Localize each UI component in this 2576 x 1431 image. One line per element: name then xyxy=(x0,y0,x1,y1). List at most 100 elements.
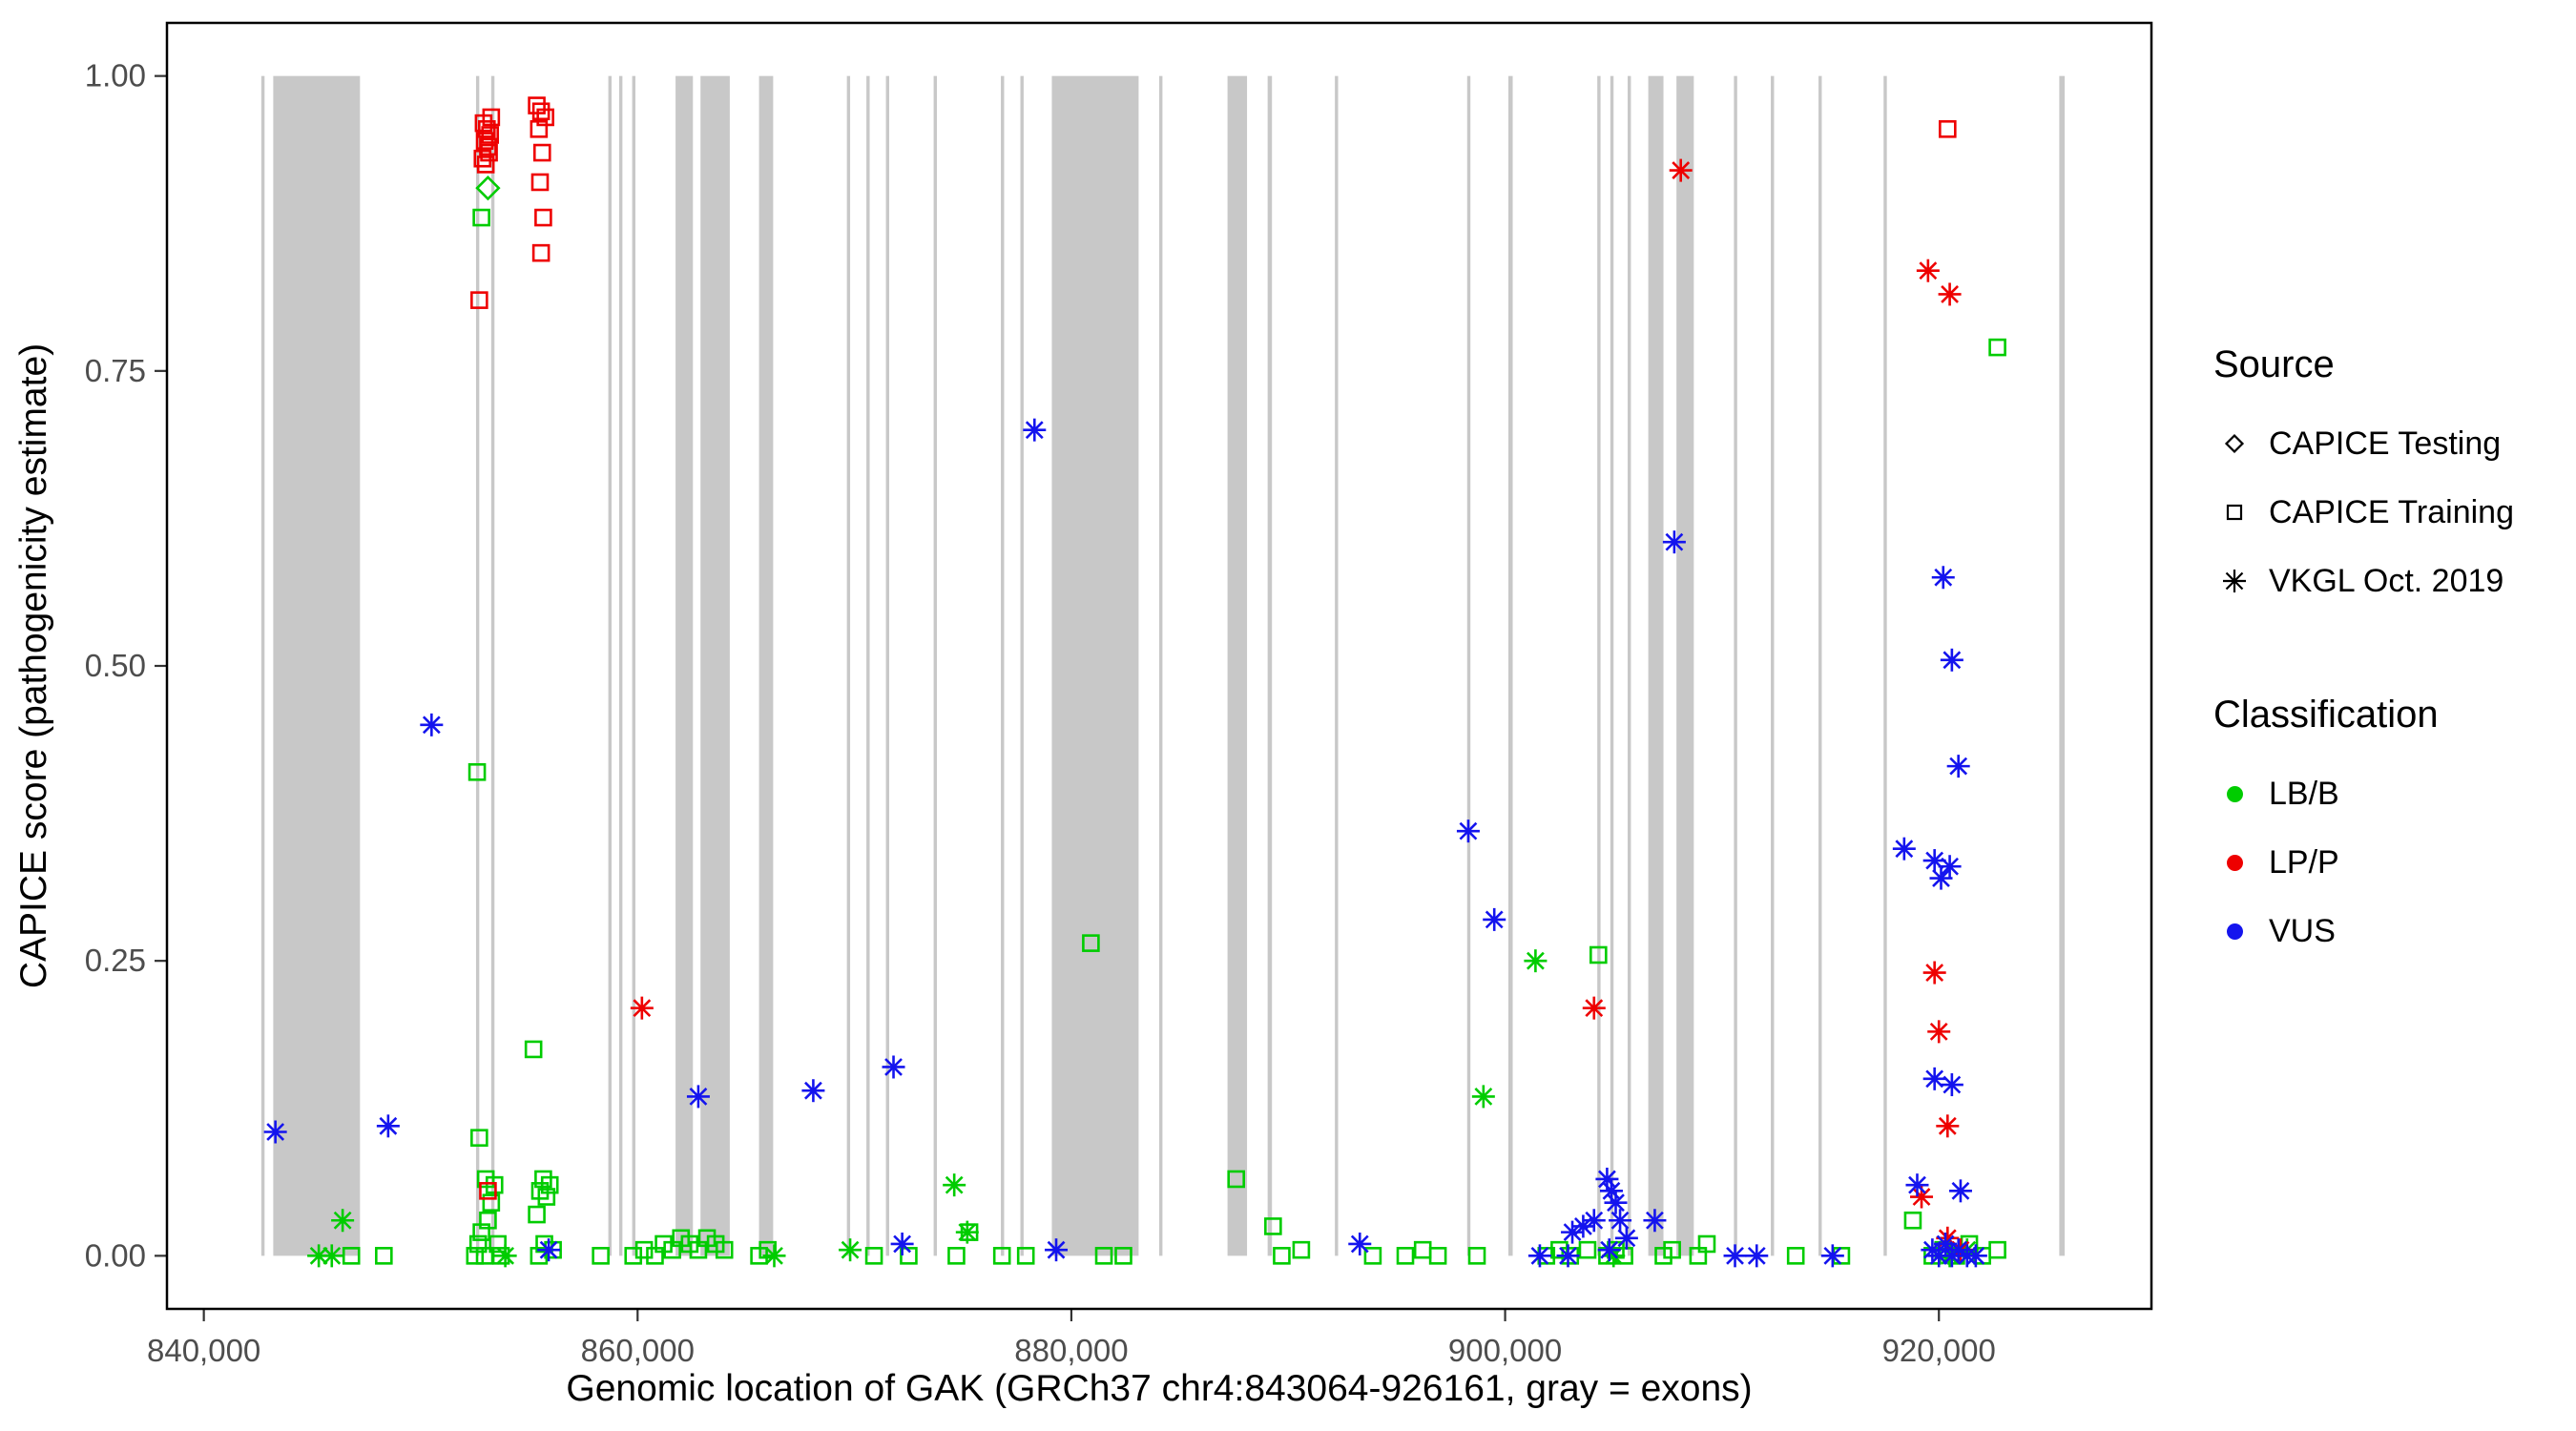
data-point xyxy=(531,102,551,121)
data-point xyxy=(1922,961,1946,985)
exon-band xyxy=(1771,75,1775,1256)
data-point xyxy=(1292,1240,1311,1259)
exon-band xyxy=(490,75,495,1256)
data-point xyxy=(864,1247,883,1265)
x-tick-label: 900,000 xyxy=(1448,1333,1562,1368)
exon-band xyxy=(675,75,694,1256)
exon-band xyxy=(1597,75,1601,1256)
legend-item-lbb: LB/B xyxy=(2213,759,2514,828)
data-point xyxy=(1948,1179,1972,1203)
data-point xyxy=(1571,1214,1595,1238)
data-point xyxy=(1662,530,1686,554)
data-point xyxy=(479,137,497,156)
data-point xyxy=(1363,1247,1382,1265)
data-point xyxy=(1916,259,1940,282)
data-point xyxy=(882,1055,905,1079)
exon-bands xyxy=(260,75,2066,1256)
data-point xyxy=(1082,934,1100,952)
y-tick-label: 1.00 xyxy=(85,58,146,93)
data-point xyxy=(715,1240,734,1259)
data-point xyxy=(1609,1209,1632,1233)
y-axis: 0.00 0.25 0.50 0.75 1.00 xyxy=(85,58,167,1273)
x-tick-label: 860,000 xyxy=(581,1333,695,1368)
data-point xyxy=(1413,1240,1432,1259)
data-point xyxy=(1820,1244,1844,1268)
data-point xyxy=(686,1085,710,1109)
data-point xyxy=(1927,1020,1951,1044)
data-point xyxy=(630,996,654,1020)
panel-border xyxy=(165,21,2153,1311)
axis-titles: Genomic location of GAK (GRCh37 chr4:843… xyxy=(13,343,1753,1409)
data-point xyxy=(479,1182,497,1200)
data-point xyxy=(900,1247,918,1265)
data-point xyxy=(481,126,500,144)
data-point xyxy=(475,175,501,201)
x-tick-label: 880,000 xyxy=(1014,1333,1128,1368)
data-point xyxy=(1114,1247,1132,1265)
legend-group-source: Source CAPICE Testing CAPICE Training xyxy=(2213,343,2514,615)
data-point xyxy=(528,1205,546,1224)
exon-band xyxy=(1051,75,1139,1256)
data-point xyxy=(992,1247,1011,1265)
data-point xyxy=(1016,1247,1035,1265)
exon-band xyxy=(273,75,361,1256)
exon-band xyxy=(1020,75,1024,1256)
y-tick-label: 0.75 xyxy=(85,353,146,388)
data-point xyxy=(470,1129,488,1147)
data-point xyxy=(1527,1244,1551,1268)
data-point xyxy=(1471,1085,1495,1109)
exon-band xyxy=(475,75,480,1256)
exon-band xyxy=(1466,75,1471,1256)
y-tick-label: 0.50 xyxy=(85,648,146,683)
data-point xyxy=(634,1240,654,1259)
data-point xyxy=(1905,1173,1929,1197)
data-point xyxy=(1456,819,1480,843)
data-point xyxy=(1467,1247,1486,1265)
data-point xyxy=(532,143,551,162)
y-tick-label: 0.25 xyxy=(85,943,146,978)
data-point xyxy=(1922,1067,1946,1090)
data-point xyxy=(1938,855,1962,879)
data-point xyxy=(524,1040,543,1059)
data-point xyxy=(839,1238,862,1262)
data-point xyxy=(1348,1232,1372,1255)
legend-item-label: VUS xyxy=(2269,912,2336,949)
data-point xyxy=(476,1170,495,1189)
data-point xyxy=(263,1120,287,1144)
data-point xyxy=(1786,1247,1805,1265)
exon-band xyxy=(1676,75,1694,1256)
exon-band xyxy=(608,75,613,1256)
data-point xyxy=(534,208,552,227)
data-point xyxy=(470,291,488,309)
legend-item-vkgl: VKGL Oct. 2019 xyxy=(2213,547,2514,615)
legend-classification-title: Classification xyxy=(2213,694,2439,736)
data-point xyxy=(947,1247,966,1265)
legend-item-capice-testing: CAPICE Testing xyxy=(2213,409,2514,478)
exon-band xyxy=(1648,75,1664,1256)
exon-band xyxy=(933,75,937,1256)
exon-band xyxy=(1227,75,1248,1256)
data-point xyxy=(478,120,496,138)
data-point xyxy=(1578,1240,1597,1259)
data-point xyxy=(1273,1247,1291,1265)
data-point xyxy=(537,1188,556,1206)
legend-source-title: Source xyxy=(2213,343,2335,385)
exon-band xyxy=(1610,75,1614,1256)
data-point xyxy=(1614,1226,1638,1250)
data-point xyxy=(1697,1234,1716,1254)
exon-band xyxy=(632,75,636,1256)
data-point xyxy=(1396,1247,1415,1265)
data-point xyxy=(1023,418,1047,442)
exon-band xyxy=(1335,75,1339,1256)
data-point xyxy=(801,1079,825,1103)
exon-band xyxy=(758,75,774,1256)
data-point xyxy=(1988,338,2006,357)
y-tick-label: 0.00 xyxy=(85,1237,146,1273)
data-points xyxy=(263,96,2006,1268)
exon-band xyxy=(846,75,851,1256)
exon-band xyxy=(1507,75,1513,1256)
data-point xyxy=(476,156,495,174)
data-point xyxy=(1582,996,1606,1020)
